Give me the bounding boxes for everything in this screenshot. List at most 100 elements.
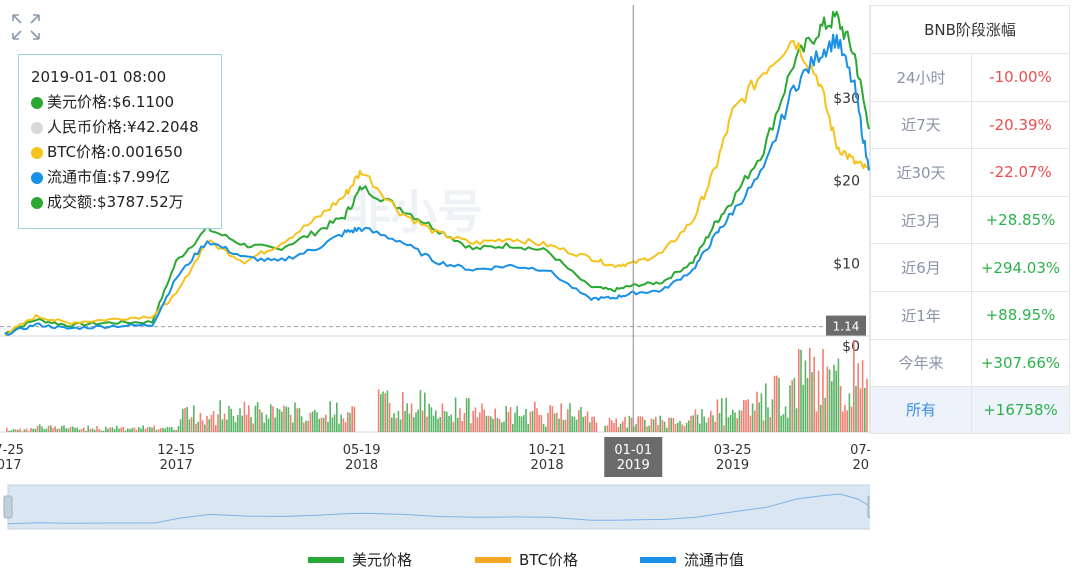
volume-bar bbox=[52, 428, 54, 432]
period-row-24h[interactable]: 24小时 -10.00% bbox=[870, 53, 1070, 101]
volume-bar bbox=[520, 416, 523, 432]
volume-bar bbox=[395, 418, 397, 432]
volume-bar bbox=[760, 393, 763, 432]
volume-bar bbox=[842, 411, 844, 432]
volume-bar bbox=[89, 428, 92, 432]
period-row-30d[interactable]: 近30天 -22.07% bbox=[870, 148, 1070, 196]
volume-bar bbox=[388, 402, 391, 432]
volume-bar bbox=[10, 430, 12, 432]
volume-bar bbox=[613, 423, 615, 432]
volume-bar bbox=[50, 425, 52, 432]
volume-bar bbox=[688, 420, 690, 432]
volume-bar bbox=[771, 399, 774, 432]
volume-bar bbox=[861, 360, 864, 432]
volume-bar bbox=[45, 428, 48, 432]
volume-bar bbox=[787, 417, 789, 432]
volume-bar bbox=[8, 430, 10, 432]
period-row-all[interactable]: 所有 +16758% bbox=[870, 386, 1070, 434]
volume-bar bbox=[833, 364, 835, 432]
volume-bar bbox=[584, 416, 587, 432]
period-row-7d[interactable]: 近7天 -20.39% bbox=[870, 100, 1070, 149]
navigator-handle-right[interactable] bbox=[867, 495, 870, 519]
volume-bar bbox=[263, 422, 265, 432]
volume-bar bbox=[714, 421, 716, 432]
volume-bar bbox=[61, 425, 63, 432]
volume-bar bbox=[448, 416, 450, 432]
volume-bar bbox=[549, 405, 551, 432]
volume-bar bbox=[94, 429, 96, 432]
x-tick-label: 07-25 bbox=[0, 443, 24, 458]
volume-bar bbox=[798, 349, 800, 432]
volume-bar bbox=[736, 418, 738, 432]
legend-item-btc[interactable]: BTC价格 bbox=[475, 549, 578, 570]
volume-bar bbox=[558, 418, 560, 432]
volume-bar bbox=[428, 403, 430, 432]
period-row-6m[interactable]: 近6月 +294.03% bbox=[870, 243, 1070, 291]
volume-bar bbox=[789, 385, 791, 432]
volume-bar bbox=[685, 422, 688, 432]
period-label: 今年来 bbox=[871, 339, 972, 387]
volume-bar bbox=[54, 426, 56, 432]
volume-bar bbox=[721, 398, 723, 432]
volume-bar bbox=[58, 428, 61, 432]
volume-bar bbox=[424, 392, 426, 432]
y-tick-label: $30 bbox=[833, 91, 860, 107]
volume-bar bbox=[628, 415, 631, 432]
y-tick-label: $20 bbox=[833, 174, 860, 190]
volume-bar bbox=[859, 388, 862, 432]
tooltip-dot bbox=[31, 121, 43, 134]
volume-bar bbox=[340, 414, 342, 432]
volume-bar bbox=[435, 410, 437, 432]
period-row-3m[interactable]: 近3月 +28.85% bbox=[870, 195, 1070, 244]
volume-bar bbox=[151, 427, 153, 432]
period-label: 近7天 bbox=[871, 101, 972, 149]
volume-bar bbox=[476, 417, 479, 432]
volume-bar bbox=[490, 416, 492, 432]
legend-item-usd[interactable]: 美元价格 bbox=[308, 549, 412, 570]
volume-bar bbox=[111, 427, 114, 432]
tooltip-dot bbox=[31, 96, 43, 109]
volume-bar bbox=[311, 411, 314, 432]
period-row-ytd[interactable]: 今年来 +307.66% bbox=[870, 338, 1070, 387]
legend-item-marketcap[interactable]: 流通市值 bbox=[640, 549, 744, 570]
volume-bar bbox=[322, 417, 325, 432]
volume-bar bbox=[463, 413, 466, 432]
volume-bar bbox=[593, 416, 595, 432]
volume-bar bbox=[78, 429, 81, 432]
volume-bar bbox=[734, 412, 736, 432]
tooltip-cny-price: 人民币价格:¥42.2048 bbox=[47, 118, 199, 136]
volume-bar bbox=[168, 427, 171, 432]
volume-bar bbox=[813, 356, 815, 432]
volume-bar bbox=[109, 427, 111, 432]
navigator-handle-left[interactable] bbox=[3, 495, 13, 519]
volume-bar bbox=[250, 417, 252, 432]
volume-bar bbox=[547, 412, 549, 432]
volume-bar bbox=[503, 421, 505, 432]
volume-bars bbox=[6, 340, 868, 432]
volume-bar bbox=[186, 407, 188, 432]
volume-bar bbox=[210, 414, 213, 432]
tooltip-row: 流通市值:$7.99亿 bbox=[31, 165, 221, 190]
volume-bar bbox=[846, 410, 848, 432]
volume-bar bbox=[190, 417, 193, 432]
volume-bar bbox=[758, 402, 760, 432]
volume-bar bbox=[391, 417, 393, 432]
price-chart[interactable]: 非小号1.14$30$20$10$007-25201712-15201705-1… bbox=[0, 0, 870, 540]
volume-bar bbox=[237, 415, 239, 432]
volume-bar bbox=[694, 409, 697, 432]
volume-bar bbox=[738, 410, 741, 432]
period-label: 近3月 bbox=[871, 196, 972, 244]
volume-bar bbox=[415, 412, 417, 432]
period-row-1y[interactable]: 近1年 +88.95% bbox=[870, 290, 1070, 339]
period-label: 近30天 bbox=[871, 149, 972, 196]
volume-bar bbox=[160, 428, 162, 432]
volume-bar bbox=[144, 428, 147, 432]
expand-icon[interactable] bbox=[10, 12, 42, 42]
volume-bar bbox=[267, 418, 270, 432]
volume-bar bbox=[204, 424, 206, 432]
volume-bar bbox=[492, 418, 494, 432]
volume-bar bbox=[124, 430, 127, 432]
volume-bar bbox=[325, 414, 327, 432]
volume-bar bbox=[707, 417, 710, 432]
volume-bar bbox=[413, 417, 415, 432]
